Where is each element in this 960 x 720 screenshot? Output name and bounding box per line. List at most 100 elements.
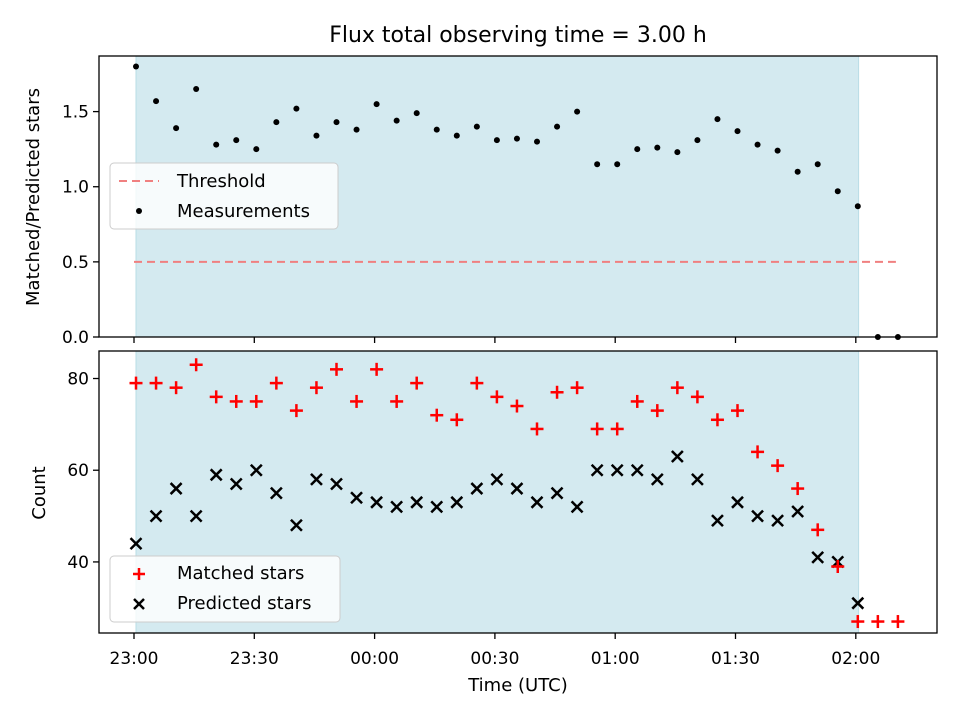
predicted-star-point	[350, 491, 363, 505]
measurement-point	[413, 110, 420, 117]
measurement-point	[834, 188, 841, 195]
predicted-star-stroke	[370, 495, 383, 509]
measurement-point	[353, 126, 360, 133]
predicted-star-point	[791, 505, 805, 518]
predicted-star-point	[189, 509, 203, 523]
predicted-star-point	[390, 500, 404, 514]
matched-star-point	[791, 482, 805, 496]
measurement-point	[453, 132, 460, 139]
matched-star-point	[811, 523, 825, 537]
measurement-point	[594, 161, 601, 168]
matched-star-point	[570, 381, 584, 395]
matched-star-point	[891, 615, 905, 629]
predicted-star-stroke	[590, 463, 604, 477]
y-tick-label: 80	[67, 370, 89, 390]
predicted-star-stroke	[290, 518, 303, 532]
measurement-point	[754, 141, 761, 148]
y-tick-label: 1.0	[62, 178, 89, 198]
matched-star-point	[590, 422, 604, 436]
matched-star-point	[851, 615, 865, 629]
predicted-star-stroke	[731, 495, 744, 509]
predicted-star-stroke	[811, 550, 825, 564]
measurement-point	[634, 146, 641, 153]
matched-star-point	[530, 422, 544, 436]
x-tick-label: 23:00	[110, 649, 159, 669]
matched-star-point	[169, 381, 183, 395]
matched-star-point	[269, 376, 283, 390]
predicted-star-point	[530, 495, 544, 509]
measurement-point	[674, 149, 681, 156]
bottom-y-axis-label: Count	[29, 466, 50, 519]
measurement-point	[133, 63, 140, 70]
matched-star-point	[370, 362, 384, 376]
matched-star-point	[249, 394, 263, 408]
measurement-point	[473, 123, 480, 130]
predicted-star-stroke	[791, 505, 805, 518]
predicted-star-point	[330, 477, 343, 491]
measurement-point	[513, 135, 520, 142]
bottom-x-ticks: 23:00 23:30 00:00 00:30 01:00 01:30 02:00	[110, 633, 880, 669]
matched-star-point	[149, 376, 163, 390]
predicted-star-stroke	[209, 468, 223, 482]
predicted-star-stroke	[530, 495, 544, 509]
matched-star-point	[771, 459, 785, 473]
predicted-star-stroke	[851, 596, 865, 610]
x-tick-label: 01:00	[591, 649, 640, 669]
predicted-star-stroke	[390, 500, 404, 514]
matched-star-point	[630, 394, 644, 408]
matched-star-point	[871, 615, 885, 629]
predicted-star-stroke	[610, 463, 624, 477]
predicted-star-point	[691, 473, 704, 486]
predicted-star-point	[229, 477, 243, 491]
top-y-ticks: 0.0 0.5 1.0 1.5	[62, 103, 99, 348]
matched-star-point	[550, 385, 564, 399]
bottom-y-ticks: 40 60 80	[67, 370, 99, 573]
predicted-star-stroke	[670, 450, 684, 463]
matched-star-point	[410, 376, 424, 390]
matched-star-point	[390, 394, 404, 408]
predicted-star-point	[450, 495, 464, 509]
matched-star-point	[450, 413, 464, 427]
predicted-star-stroke	[510, 482, 524, 495]
x-tick-label: 23:30	[230, 649, 279, 669]
matched-star-point	[209, 390, 223, 404]
top-x-ticks	[133, 337, 857, 343]
predicted-star-point	[209, 468, 223, 482]
predicted-star-stroke	[771, 514, 784, 528]
measurement-point	[213, 141, 220, 148]
measurement-point	[814, 161, 821, 168]
predicted-star-stroke	[269, 486, 283, 500]
predicted-star-stroke	[229, 477, 243, 491]
legend-measurements-label: Measurements	[177, 201, 310, 222]
predicted-star-point	[751, 509, 764, 523]
measurement-point	[734, 128, 741, 135]
predicted-star-stroke	[189, 509, 203, 523]
top-axes-frame	[98, 55, 938, 338]
legend-predicted-swatch	[133, 598, 145, 610]
matched-star-point	[510, 399, 524, 413]
legend-matched-swatch	[133, 568, 145, 580]
count-points	[129, 358, 905, 629]
measurement-point	[534, 138, 541, 145]
measurement-point	[794, 168, 801, 175]
predicted-star-point	[510, 482, 524, 495]
measurement-point	[554, 123, 561, 130]
x-axis-label: Time (UTC)	[467, 675, 568, 696]
matched-star-point	[751, 445, 765, 459]
predicted-star-point	[269, 486, 283, 500]
measurement-point	[774, 147, 781, 154]
predicted-star-point	[430, 500, 444, 514]
predicted-star-stroke	[650, 473, 664, 486]
y-tick-label: 60	[67, 461, 89, 481]
predicted-star-point	[811, 550, 825, 564]
matched-star-point	[289, 404, 303, 418]
measurement-point	[433, 126, 440, 133]
predicted-star-point	[711, 514, 724, 528]
predicted-star-point	[851, 596, 865, 610]
x-tick-label: 02:00	[831, 649, 880, 669]
matched-star-point	[229, 394, 243, 408]
predicted-star-point	[169, 482, 183, 495]
measurement-point	[373, 101, 380, 108]
matched-star-point	[490, 390, 504, 404]
